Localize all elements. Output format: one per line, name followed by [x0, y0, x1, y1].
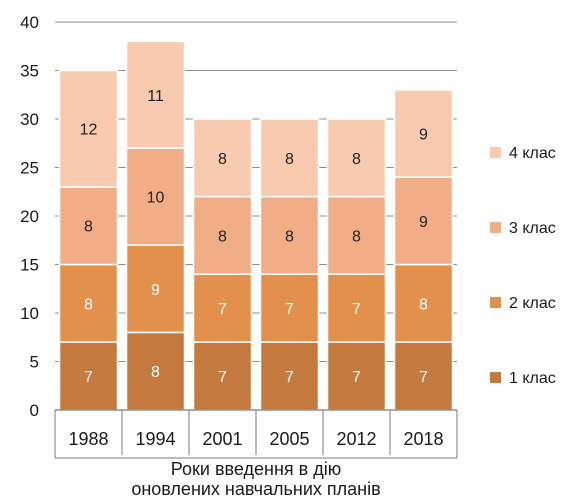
y-tick-label: 0: [30, 401, 39, 420]
data-label: 8: [285, 228, 294, 245]
data-label: 7: [84, 369, 93, 386]
data-label: 10: [147, 190, 165, 207]
bar-segment: [58, 341, 119, 411]
data-label: 8: [84, 296, 93, 313]
data-labels: 7 8 8 12 8 9 10 11 7 7 8 8 7 7 8 8 7 7 8 8 7 8 9 9: [80, 88, 428, 386]
y-tick-label: 20: [20, 207, 39, 226]
data-label: 7: [352, 301, 361, 318]
data-label: 7: [218, 369, 227, 386]
bar-segment: [192, 273, 253, 343]
data-label: 8: [352, 228, 361, 245]
legend: 4 клас 3 клас 2 клас 1 клас: [490, 145, 556, 387]
data-label: 7: [352, 369, 361, 386]
x-tick-label: 2001: [202, 429, 242, 449]
x-axis-category-labels: 1988 1994 2001 2005 2012 2018: [68, 429, 443, 449]
data-label: 7: [285, 369, 294, 386]
y-tick-label: 40: [20, 13, 39, 32]
bar-segment: [393, 89, 454, 178]
bar-segment: [192, 195, 253, 275]
data-label: 12: [80, 122, 98, 139]
data-label: 8: [151, 364, 160, 381]
bar-segment: [326, 118, 387, 198]
data-label: 9: [419, 214, 428, 231]
x-tick-label: 2012: [336, 429, 376, 449]
y-tick-label: 15: [20, 256, 39, 275]
x-axis: [54, 409, 458, 459]
bar-segment: [125, 40, 186, 149]
x-tick-label: 1994: [135, 429, 175, 449]
y-axis-ticks: 0 5 10 15 20 25 30 35 40: [20, 13, 39, 420]
data-label: 8: [419, 296, 428, 313]
bar-segment: [58, 263, 119, 343]
bar-segment: [393, 341, 454, 411]
y-tick-label: 35: [20, 62, 39, 81]
gridlines: [55, 21, 457, 362]
legend-label: 3 клас: [509, 220, 556, 237]
y-tick-label: 10: [20, 304, 39, 323]
legend-swatch: [490, 222, 501, 233]
legend-swatch: [490, 147, 501, 158]
data-label: 8: [218, 228, 227, 245]
bar-segment: [259, 118, 320, 198]
data-label: 7: [419, 369, 428, 386]
x-axis-title-line: оновлених навчальних планів: [131, 479, 380, 499]
legend-swatch: [490, 372, 501, 383]
legend-label: 2 клас: [509, 295, 556, 312]
bars: [58, 40, 454, 411]
bar-segment: [326, 341, 387, 411]
bar-segment: [192, 118, 253, 198]
legend-swatch: [490, 297, 501, 308]
data-label: 8: [352, 151, 361, 168]
x-axis-title-line: Роки введення в дію: [171, 459, 341, 479]
legend-label: 4 клас: [509, 145, 556, 162]
data-label: 9: [419, 127, 428, 144]
bar-segment: [326, 195, 387, 275]
x-tick-label: 2018: [403, 429, 443, 449]
x-tick-label: 2005: [269, 429, 309, 449]
bar-segment: [393, 176, 454, 266]
bar-segment: [326, 273, 387, 343]
y-tick-label: 30: [20, 110, 39, 129]
x-tick-label: 1988: [68, 429, 108, 449]
bar-segment: [58, 69, 119, 188]
data-label: 8: [218, 151, 227, 168]
data-label: 8: [285, 151, 294, 168]
legend-label: 1 клас: [509, 370, 556, 387]
bar-segment: [125, 331, 186, 411]
data-label: 8: [84, 219, 93, 236]
data-label: 7: [285, 301, 294, 318]
data-label: 11: [147, 88, 164, 105]
bar-segment: [58, 186, 119, 266]
data-label: 7: [218, 301, 227, 318]
y-tick-label: 5: [30, 353, 39, 372]
y-tick-label: 25: [20, 159, 39, 178]
data-label: 9: [151, 282, 160, 299]
